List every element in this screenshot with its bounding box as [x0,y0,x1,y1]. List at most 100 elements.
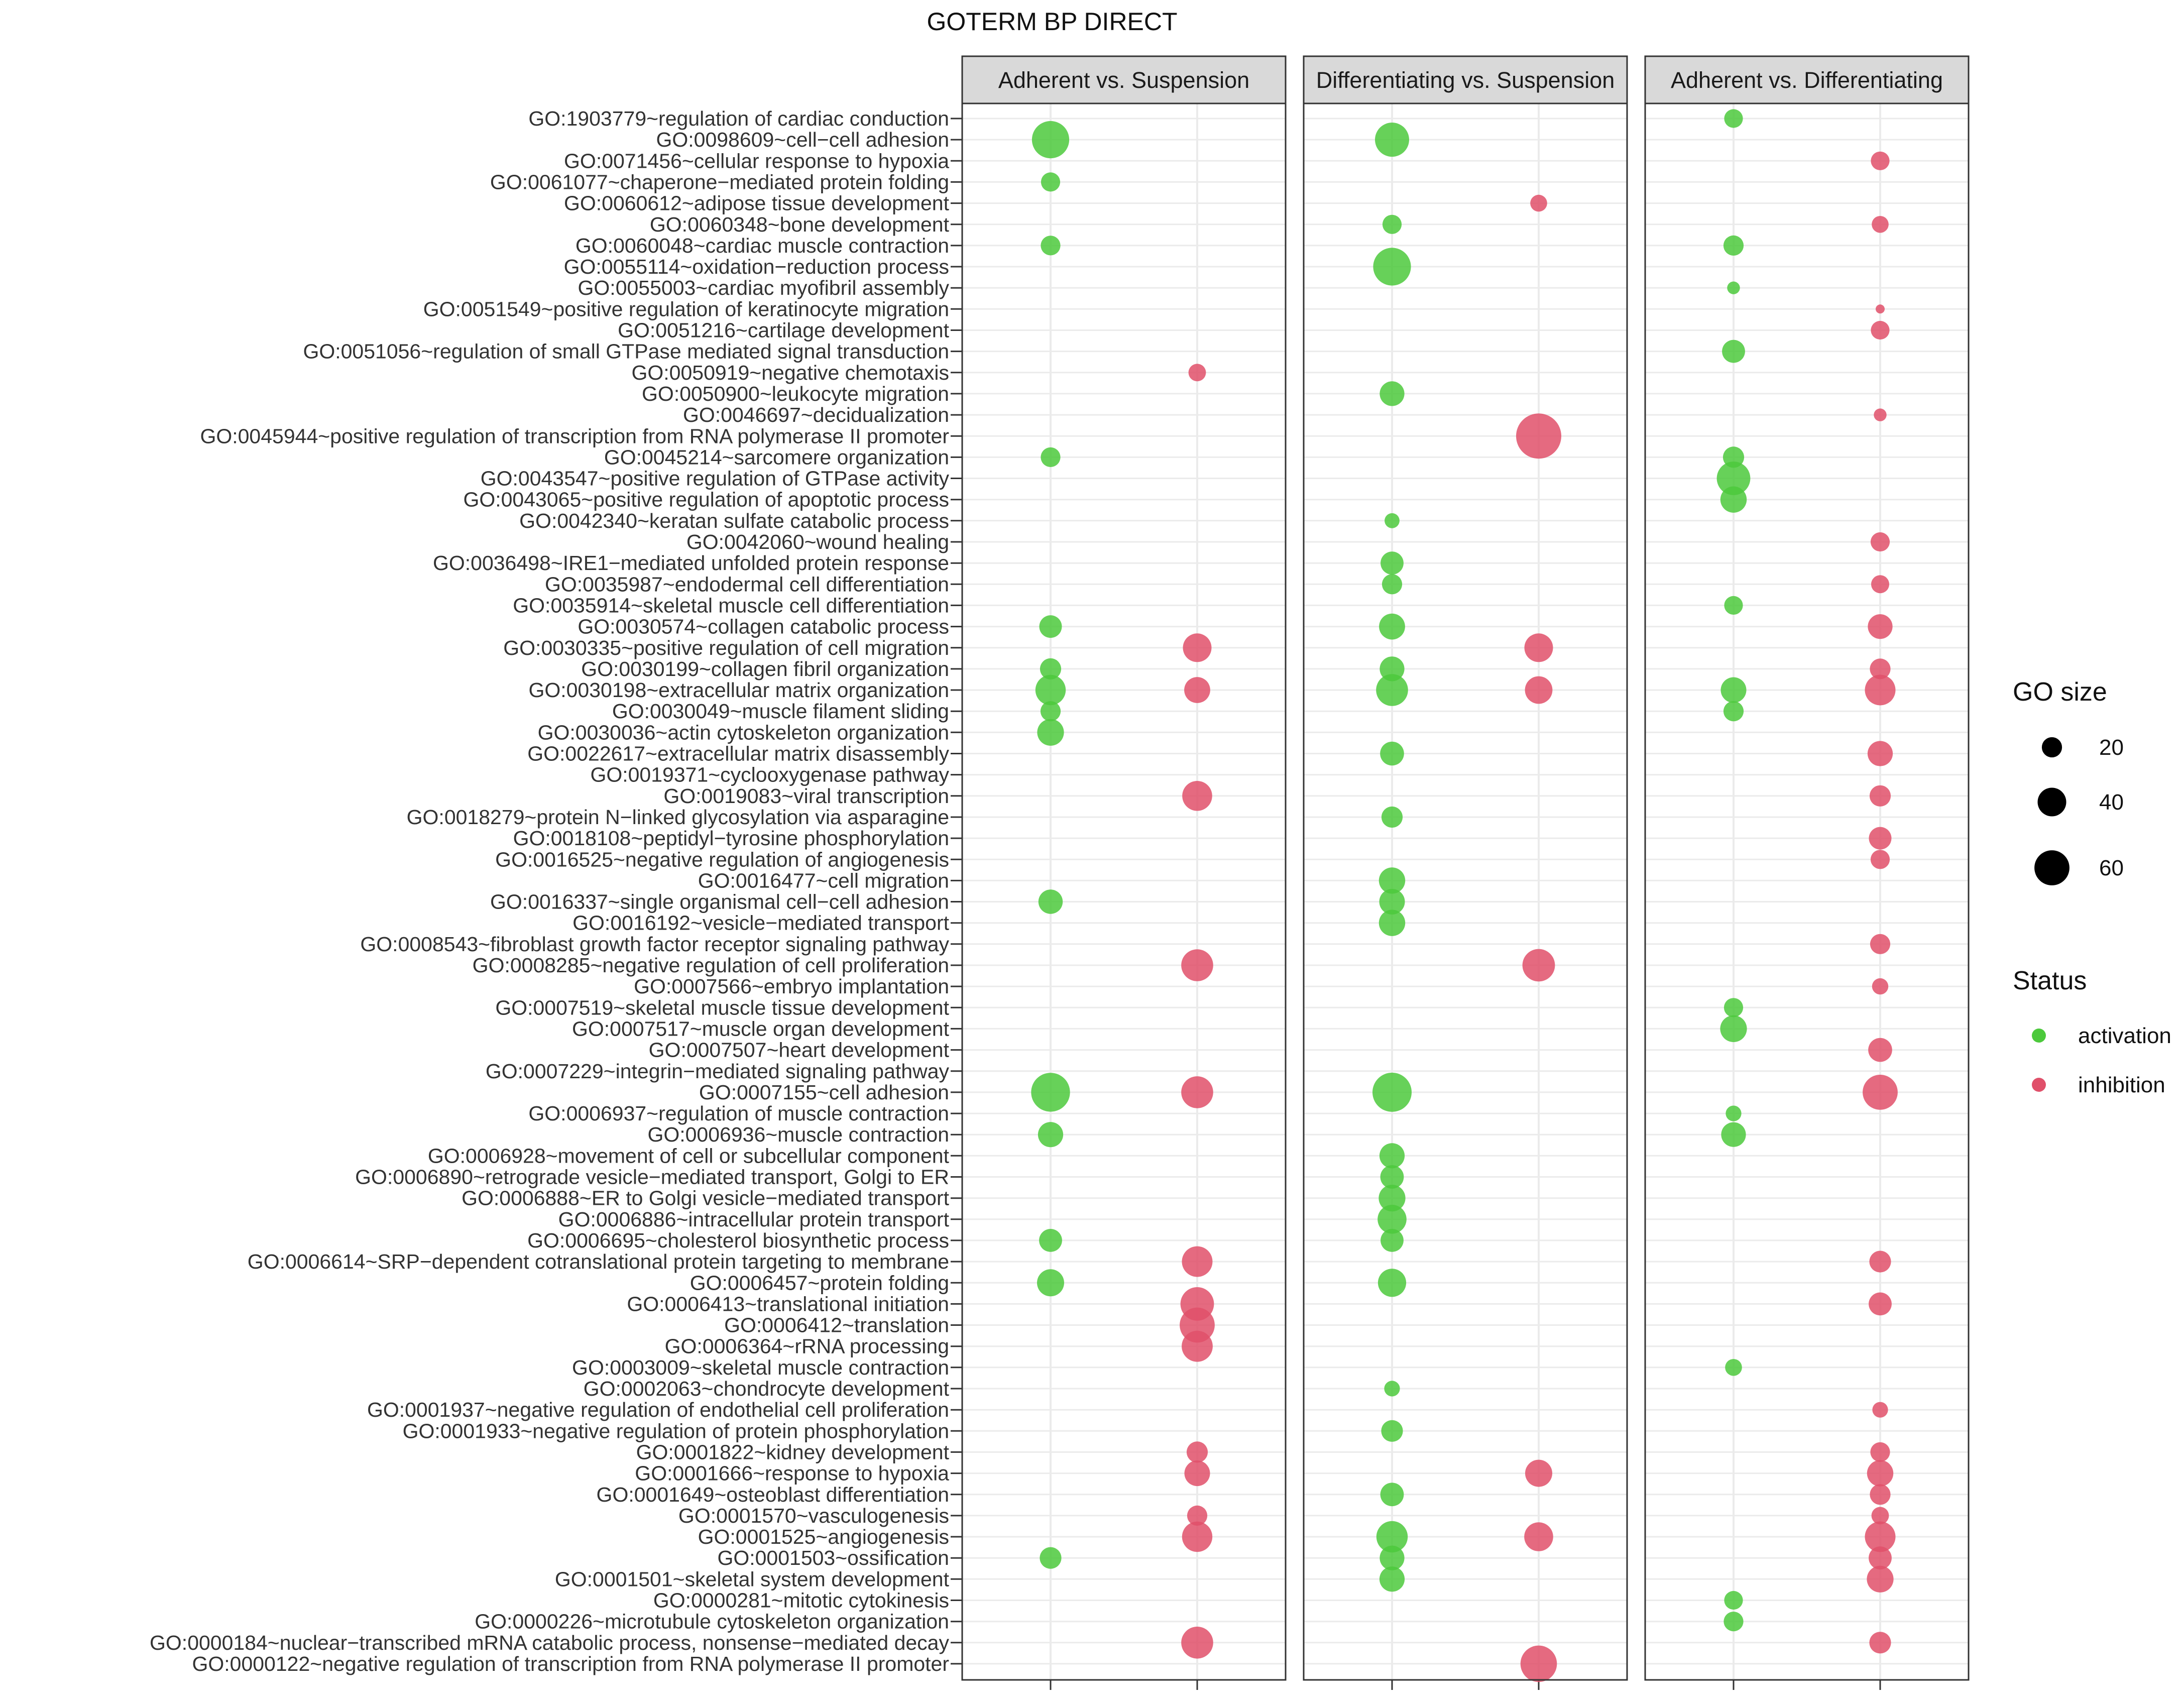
inhibition-point-go-0001525-angiogenesis [1524,1522,1553,1551]
legend-status-label: activation [2078,1024,2171,1048]
term-label: GO:0018108~peptidyl−tyrosine phosphoryla… [513,827,949,850]
activation-point-go-0060348-bone-development [1382,214,1402,234]
term-label: GO:1903779~regulation of cardiac conduct… [528,107,949,130]
term-label: GO:0051056~regulation of small GTPase me… [303,340,949,363]
inhibition-point-go-0007155-cell-adhesion [1181,1076,1213,1108]
legend-size-key-20 [2041,737,2062,758]
term-label: GO:0050919~negative chemotaxis [632,361,950,384]
activation-point-go-0030049-muscle-filament-sliding [1723,701,1744,722]
term-label: GO:0016337~single organismal cell−cell a… [490,890,949,914]
inhibition-point-go-0030198-extracellular-matrix-organiza [1865,674,1896,706]
inhibition-point-go-0001501-skeletal-system-development [1867,1565,1894,1593]
points-layer [1031,121,1215,1659]
term-label: GO:0000122~negative regulation of transc… [192,1652,949,1675]
inhibition-point-go-0001666-response-to-hypoxia [1867,1460,1894,1487]
inhibition-point-go-0018108-peptidyl-tyrosine-phosphoryla [1869,827,1892,850]
legend-size-label: 20 [2099,735,2124,760]
term-label: GO:0030335~positive regulation of cell m… [503,636,949,659]
inhibition-point-go-0042060-wound-healing [1870,532,1890,552]
inhibition-point-go-0060612-adipose-tissue-development [1530,194,1547,212]
activation-point-go-0030198-extracellular-matrix-organiza [1720,677,1747,703]
term-label: GO:0030036~actin cytoskeleton organizati… [538,721,949,744]
panel-background [1304,103,1627,1680]
term-label: GO:0001933~negative regulation of protei… [403,1419,949,1442]
inhibition-point-go-0001666-response-to-hypoxia [1184,1460,1210,1487]
term-label: GO:0008285~negative regulation of cell p… [473,954,949,977]
inhibition-point-go-0001525-angiogenesis [1182,1521,1213,1552]
panel-border [1303,102,1628,1681]
term-label: GO:0060348~bone development [650,213,950,236]
term-label: GO:0007507~heart development [649,1039,950,1062]
activation-point-go-0035987-endodermal-cell-differentiati [1382,574,1403,595]
activation-point-go-0000226-microtubule-cytoskeleton-orga [1723,1612,1744,1632]
term-labels: GO:1903779~regulation of cardiac conduct… [150,107,962,1675]
inhibition-point-go-0007507-heart-development [1868,1038,1892,1062]
term-label: GO:0006886~intracellular protein transpo… [558,1208,950,1231]
activation-point-go-0006936-muscle-contraction [1721,1122,1746,1147]
activation-point-go-0043065-positive-regulation-of-apopto [1720,486,1747,513]
term-label: GO:0030049~muscle filament sliding [612,700,949,723]
activation-point-go-0030574-collagen-catabolic-process [1039,615,1062,638]
activation-point-go-0060048-cardiac-muscle-contraction [1723,235,1744,256]
term-label: GO:0001666~response to hypoxia [635,1462,949,1485]
chart-title: GOTERM BP DIRECT [927,8,1177,36]
inhibition-point-go-0001666-response-to-hypoxia [1525,1459,1552,1487]
inhibition-point-go-0006364-rrna-processing [1182,1330,1213,1362]
term-label: GO:0007566~embryo implantation [634,975,949,998]
term-label: GO:0006937~regulation of muscle contract… [528,1102,949,1125]
term-label: GO:0006457~protein folding [690,1271,949,1294]
activation-point-go-0000281-mitotic-cytokinesis [1724,1590,1743,1610]
inhibition-point-go-0030335-positive-regulation-of-cell-m [1524,633,1553,662]
inhibition-point-go-0045944-positive-regulation-of-transc [1516,413,1561,459]
term-label: GO:0016525~negative regulation of angiog… [495,848,949,871]
activation-point-go-0061077-chaperone-mediated-protein-fo [1041,172,1061,192]
activation-point-go-0030574-collagen-catabolic-process [1379,613,1405,640]
activation-point-go-0030049-muscle-filament-sliding [1040,701,1061,722]
term-label: GO:0045944~positive regulation of transc… [200,424,949,447]
activation-point-go-0030036-actin-cytoskeleton-organizati [1037,719,1064,746]
inhibition-point-go-0001822-kidney-development [1870,1442,1890,1462]
activation-point-go-1903779-regulation-of-cardiac-conduct [1724,109,1743,128]
activation-point-go-0001501-skeletal-system-development [1379,1566,1405,1592]
activation-point-go-0050900-leukocyte-migration [1380,381,1405,406]
term-label: GO:0007155~cell adhesion [699,1081,949,1104]
term-label: GO:0022617~extracellular matrix disassem… [527,742,949,765]
term-label: GO:0001649~osteoblast differentiation [597,1483,949,1506]
activation-point-go-0045214-sarcomere-organization [1041,447,1061,468]
legend-size-label: 40 [2099,790,2124,815]
activation-point-go-0060048-cardiac-muscle-contraction [1041,236,1061,256]
term-label: GO:0019083~viral transcription [663,784,949,808]
facet-panel-1: Adherent vs. Suspension [961,55,1287,1690]
term-label: GO:0030199~collagen fibril organization [581,657,949,680]
term-label: GO:0061077~chaperone−mediated protein fo… [490,170,949,193]
term-label: GO:0018279~protein N−linked glycosylatio… [407,806,949,829]
inhibition-point-go-0000184-nuclear-transcribed-mrna-cata [1181,1627,1213,1659]
facet-panels: Adherent vs. Suspension Differentiating v… [961,55,1970,1690]
activation-point-go-0042340-keratan-sulfate-catabolic-pro [1385,513,1400,528]
activation-point-go-0001933-negative-regulation-of-protei [1381,1420,1403,1442]
activation-point-go-0006457-protein-folding [1377,1269,1407,1297]
activation-point-go-0035914-skeletal-muscle-cell-differen [1724,596,1743,615]
term-label: GO:0006413~translational initiation [627,1292,949,1315]
activation-point-go-0006890-retrograde-vesicle-mediated-t [1380,1165,1404,1189]
term-label: GO:0001822~kidney development [636,1440,950,1463]
term-label: GO:0001525~angiogenesis [698,1525,949,1548]
activation-point-go-0007517-muscle-organ-development [1720,1015,1747,1042]
activation-point-go-0098609-cell-cell-adhesion [1375,123,1409,157]
inhibition-point-go-0030198-extracellular-matrix-organiza [1525,676,1553,704]
term-label: GO:0006928~movement of cell or subcellul… [428,1144,950,1167]
legend-size-label: 60 [2099,856,2124,880]
inhibition-point-go-0030198-extracellular-matrix-organiza [1184,677,1210,703]
strip-label: Adherent vs. Suspension [998,67,1249,93]
panel-background [1645,103,1969,1680]
strip-background [1303,55,1628,104]
inhibition-point-go-0016525-negative-regulation-of-angiog [1870,850,1890,869]
term-label: GO:0046697~decidualization [683,403,949,426]
activation-point-go-0030198-extracellular-matrix-organiza [1376,674,1408,706]
term-label: GO:0055003~cardiac myofibril assembly [578,276,950,299]
facet-panel-3: Adherent vs. Differentiating [1644,55,1970,1690]
panel-border [1644,102,1970,1681]
activation-point-go-0030199-collagen-fibril-organization [1380,656,1405,681]
term-label: GO:0019371~cyclooxygenase pathway [590,763,949,786]
